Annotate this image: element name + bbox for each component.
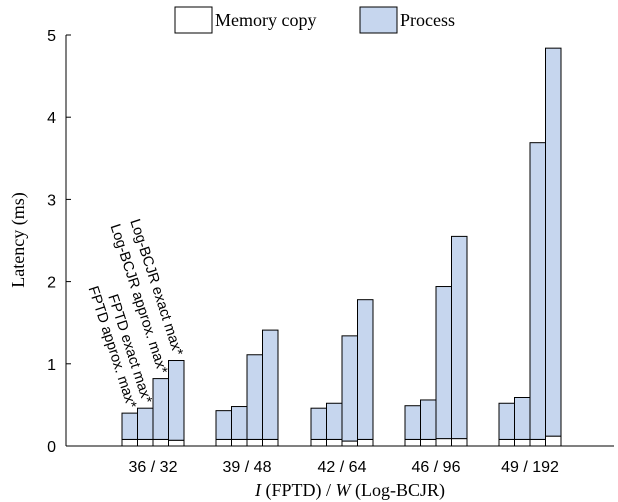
axes-group [65, 35, 614, 447]
legend-memory-copy-label: Memory copy [215, 10, 316, 30]
bar-process [529, 142, 546, 440]
bar-process [357, 299, 374, 440]
bar-process [168, 360, 185, 441]
bars-group [121, 47, 562, 447]
bar-memory-copy [168, 439, 185, 447]
x-tick-label: 49 / 192 [501, 459, 559, 476]
bar-process [137, 407, 154, 440]
y-ticks-group: 0 1 2 3 4 5 [47, 28, 71, 456]
bar-memory-copy [357, 438, 374, 447]
bar-memory-copy [231, 438, 248, 447]
bar-process [121, 412, 138, 440]
bar-process [246, 354, 263, 440]
bar-memory-copy [341, 440, 358, 447]
bar-process [514, 397, 531, 440]
y-tick-label: 2 [47, 275, 56, 292]
y-tick-label: 5 [47, 28, 56, 45]
y-tick-label: 0 [47, 439, 56, 456]
bar-memory-copy [498, 438, 515, 447]
bar-memory-copy [529, 438, 546, 447]
bar-memory-copy [152, 438, 169, 447]
bar-process [498, 402, 515, 440]
bar-memory-copy [420, 438, 437, 447]
bar-memory-copy [404, 438, 421, 447]
x-tick-label: 36 / 32 [129, 459, 178, 476]
legend-process-label: Process [400, 10, 455, 30]
bar-memory-copy [545, 435, 562, 447]
bar-process [451, 235, 468, 440]
bar-process [420, 399, 437, 440]
x-tick-label: 42 / 64 [318, 459, 367, 476]
bar-process [310, 407, 327, 440]
bar-process [215, 410, 232, 440]
x-ticks-group: 36 / 32 39 / 48 42 / 64 46 / 96 49 / 192 [129, 441, 559, 476]
y-tick-label: 1 [47, 357, 56, 374]
bar-process [545, 47, 562, 437]
y-axis-label: Latency (ms) [8, 192, 29, 287]
bar-process [341, 335, 358, 442]
bar-memory-copy [137, 438, 154, 447]
x-axis-label: I (FPTD) / W (Log-BCJR) [254, 480, 445, 501]
bar-process [262, 329, 279, 440]
legend: Memory copy Process [174, 6, 455, 34]
bar-memory-copy [310, 438, 327, 447]
bar-process [435, 286, 452, 440]
bar-process [231, 406, 248, 440]
bar-process [326, 402, 343, 440]
y-tick-label: 3 [47, 192, 56, 209]
bar-memory-copy [514, 438, 531, 447]
y-tick-label: 4 [47, 110, 56, 127]
legend-memory-copy-swatch [174, 6, 213, 34]
bar-memory-copy [246, 438, 263, 447]
bar-memory-copy [262, 438, 279, 447]
bar-memory-copy [121, 438, 138, 447]
bar-process [152, 378, 169, 440]
legend-process-swatch [359, 6, 398, 34]
bar-memory-copy [435, 438, 452, 447]
x-tick-label: 46 / 96 [412, 459, 461, 476]
bar-memory-copy [451, 438, 468, 447]
bar-memory-copy [326, 438, 343, 447]
x-tick-label: 39 / 48 [223, 459, 272, 476]
bar-memory-copy [215, 438, 232, 447]
bar-process [404, 405, 421, 440]
